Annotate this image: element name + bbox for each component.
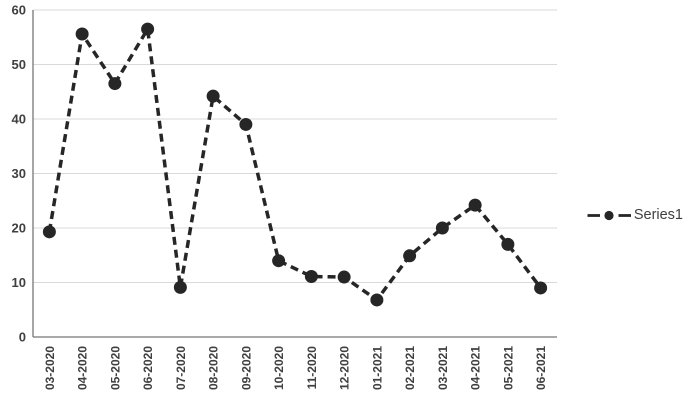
y-axis-tick-label: 50 (12, 57, 26, 72)
x-axis-tick-label: 11-2020 (305, 346, 319, 390)
y-axis-tick-label: 30 (12, 166, 26, 181)
x-axis-tick-label: 10-2020 (272, 346, 286, 390)
data-point-marker (468, 198, 482, 212)
x-axis-tick-label: 06-2020 (141, 346, 155, 390)
data-point-marker (173, 280, 187, 294)
data-point-marker (239, 117, 253, 131)
x-axis-tick-label: 08-2020 (207, 346, 221, 390)
data-point-marker (206, 89, 220, 103)
x-axis-tick-label: 06-2021 (534, 346, 548, 390)
legend-dashed-marker-icon (587, 210, 631, 220)
series-line (47, 23, 543, 303)
x-axis-tick-label: 07-2020 (174, 346, 188, 390)
data-point-marker (108, 77, 122, 91)
data-point-marker (304, 270, 318, 284)
data-point-marker (141, 22, 155, 36)
x-axis-tick-label: 04-2020 (76, 346, 90, 390)
data-point-marker (370, 293, 384, 307)
legend-series-label: Series1 (633, 207, 683, 223)
x-axis-tick-label: 09-2020 (239, 346, 253, 390)
x-axis-tick-label: 05-2021 (501, 346, 515, 390)
x-axis-tick-label: 05-2020 (108, 346, 122, 390)
data-point-marker (534, 281, 548, 295)
x-axis-tick-label: 01-2021 (370, 346, 384, 390)
x-axis-tick-label: 12-2020 (338, 346, 352, 390)
data-point-marker (272, 254, 286, 268)
data-point-marker (337, 270, 351, 284)
y-axis-tick-label: 60 (12, 3, 26, 18)
x-axis-tick-label: 03-2021 (436, 346, 450, 390)
x-axis-tick-label: 02-2021 (403, 346, 417, 390)
data-point-marker (42, 225, 56, 239)
data-point-marker (501, 237, 515, 251)
y-axis-tick-label: 40 (12, 112, 26, 127)
y-axis-tick-label: 0 (19, 330, 26, 345)
y-axis-tick-label: 10 (12, 275, 26, 290)
legend: Series1 (586, 207, 683, 223)
data-point-marker (435, 221, 449, 235)
x-axis-tick-label: 03-2020 (43, 346, 57, 390)
x-axis-tick-label: 04-2021 (469, 346, 483, 390)
y-axis-tick-label: 20 (12, 221, 26, 236)
data-point-marker (403, 249, 417, 263)
data-point-marker (75, 27, 89, 41)
